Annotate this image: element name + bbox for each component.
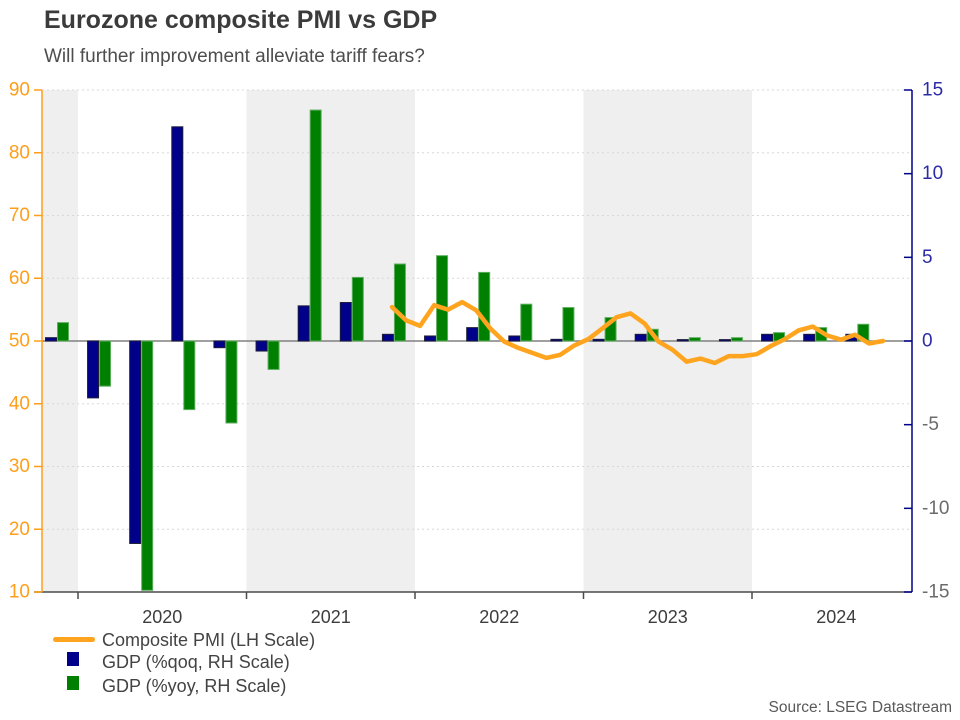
gdp-yoy-bar — [225, 340, 238, 424]
left-axis-label: 80 — [9, 142, 30, 163]
gdp-qoq-bar — [339, 302, 352, 342]
gdp-yoy-bar — [267, 340, 280, 370]
gdp-qoq-bar — [592, 338, 605, 342]
gdp-yoy-bar — [688, 337, 701, 342]
gdp-yoy-bar — [604, 317, 617, 342]
left-axis-label: 20 — [9, 519, 30, 540]
gdp-yoy-bar — [730, 337, 743, 342]
chart-subtitle: Will further improvement alleviate tarif… — [44, 46, 425, 67]
legend-pmi-line-swatch — [53, 637, 95, 642]
gdp-qoq-bar — [45, 337, 57, 342]
legend-yoy-swatch — [67, 676, 79, 690]
source-attribution: Source: LSEG Datastream — [768, 699, 953, 716]
year-label: 2022 — [479, 607, 519, 627]
gdp-yoy-bar — [183, 340, 196, 411]
gdp-qoq-bar — [718, 339, 731, 342]
gdp-yoy-bar — [141, 340, 154, 591]
gdp-qoq-bar — [466, 327, 479, 342]
left-axis-label: 40 — [9, 393, 30, 414]
gdp-yoy-bar — [393, 263, 406, 342]
year-label: 2024 — [816, 607, 856, 627]
gdp-yoy-bar — [478, 271, 491, 342]
legend-qoq-swatch — [67, 652, 79, 666]
gdp-yoy-bar — [562, 307, 575, 342]
gdp-qoq-bar — [803, 333, 816, 342]
left-axis-label: 30 — [9, 456, 30, 477]
gdp-qoq-bar — [761, 333, 774, 342]
gdp-qoq-bar — [129, 340, 142, 544]
gdp-qoq-bar — [634, 333, 647, 342]
right-axis-label: -5 — [922, 414, 939, 435]
gdp-qoq-bar — [550, 338, 563, 342]
left-axis-label: 90 — [9, 80, 30, 101]
right-axis-label: 5 — [922, 247, 933, 268]
right-axis-label: 15 — [922, 80, 943, 101]
gdp-qoq-bar — [424, 335, 437, 342]
gdp-qoq-bar — [171, 126, 184, 342]
gdp-qoq-bar — [297, 305, 310, 342]
pmi-line — [389, 299, 886, 366]
gdp-qoq-bar — [381, 333, 394, 342]
year-label: 2023 — [648, 607, 688, 627]
gdp-qoq-bar — [213, 340, 226, 349]
left-axis-label: 50 — [9, 331, 30, 352]
gdp-yoy-bar — [436, 255, 449, 342]
gdp-yoy-bar — [57, 322, 69, 342]
gdp-yoy-bar — [520, 303, 533, 342]
right-axis-label: -10 — [922, 498, 949, 519]
right-axis-label: 0 — [922, 331, 933, 352]
gdp-qoq-bar — [676, 339, 689, 342]
gdp-qoq-bar — [255, 340, 268, 352]
gdp-qoq-bar — [87, 340, 100, 399]
legend-label-gdp-yoy: GDP (%yoy, RH Scale) — [102, 676, 287, 696]
right-axis-label: -15 — [922, 582, 949, 603]
right-axis-label: 10 — [922, 163, 943, 184]
gdp-yoy-bar — [99, 340, 112, 387]
left-axis-label: 10 — [9, 582, 30, 603]
legend-label-pmi: Composite PMI (LH Scale) — [102, 630, 316, 650]
gdp-qoq-bar — [508, 335, 521, 342]
gdp-yoy-bar — [309, 109, 322, 342]
year-label: 2021 — [311, 607, 351, 627]
legend-label-gdp-qoq: GDP (%qoq, RH Scale) — [102, 652, 290, 672]
left-axis-label: 70 — [9, 205, 30, 226]
left-axis-label: 60 — [9, 268, 30, 289]
year-label: 2020 — [142, 607, 182, 627]
chart-title: Eurozone composite PMI vs GDP — [44, 6, 438, 34]
gdp-yoy-bar — [351, 276, 364, 342]
